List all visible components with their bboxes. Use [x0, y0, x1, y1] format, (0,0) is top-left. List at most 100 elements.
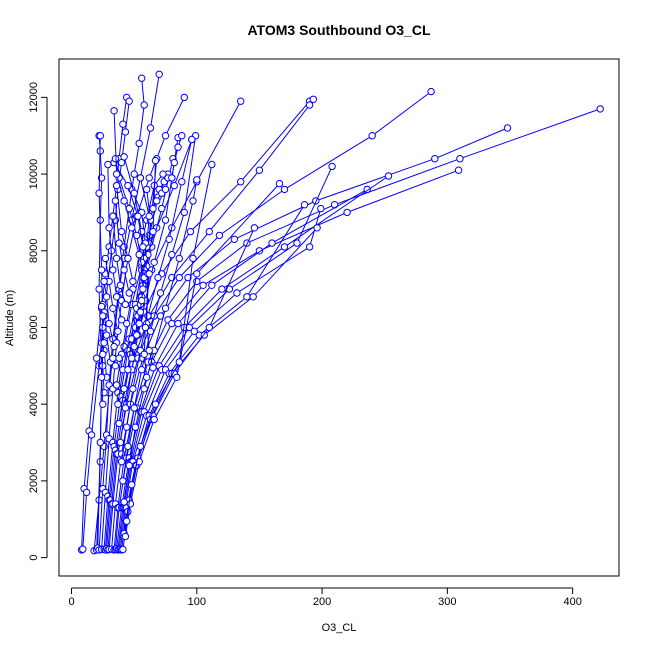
data-point — [109, 354, 117, 362]
data-point — [120, 153, 128, 161]
y-tick-label: 0 — [28, 555, 40, 561]
y-tick-label: 12000 — [28, 82, 40, 113]
data-point — [124, 254, 132, 263]
data-point — [141, 323, 150, 332]
data-point — [255, 166, 264, 174]
chart-title: ATOM3 Southbound O3_CL — [247, 22, 430, 38]
data-point — [159, 170, 167, 178]
data-point — [233, 289, 241, 297]
data-point — [237, 178, 245, 186]
data-point — [110, 107, 118, 115]
data-point — [96, 132, 105, 140]
data-point — [186, 227, 195, 236]
data-point — [237, 97, 245, 105]
data-point — [112, 381, 121, 389]
data-point — [139, 243, 147, 251]
data-point — [82, 488, 91, 497]
data-point — [161, 216, 170, 224]
series-50 — [97, 339, 108, 408]
data-point — [123, 423, 131, 431]
x-axis-label: O3_CL — [322, 622, 357, 634]
data-point — [309, 95, 317, 104]
data-point — [168, 174, 176, 182]
series-line — [104, 258, 119, 332]
data-point — [138, 296, 146, 305]
data-point — [188, 135, 196, 144]
data-point — [146, 124, 155, 132]
series-26 — [119, 132, 200, 485]
data-point — [96, 438, 105, 447]
data-point — [184, 273, 192, 282]
data-point — [189, 197, 197, 205]
x-tick-label: 300 — [438, 596, 456, 608]
data-point — [97, 266, 106, 274]
series-40 — [110, 107, 148, 282]
data-point — [116, 281, 125, 289]
series-53 — [140, 270, 153, 381]
data-point — [97, 373, 106, 381]
data-point — [161, 304, 170, 312]
data-point — [193, 270, 201, 278]
data-point — [343, 208, 351, 217]
data-point — [275, 179, 284, 188]
data-point — [165, 235, 173, 244]
data-point — [156, 289, 165, 297]
data-point — [431, 155, 439, 163]
data-point — [151, 156, 160, 165]
data-point — [126, 500, 135, 508]
data-point — [168, 319, 176, 328]
data-point — [230, 235, 239, 244]
series-55 — [155, 174, 176, 194]
data-point — [300, 201, 309, 209]
data-point — [136, 308, 145, 316]
data-point — [104, 160, 112, 169]
data-point — [120, 498, 128, 506]
series-56 — [149, 185, 170, 213]
data-point — [454, 166, 463, 174]
data-point — [158, 204, 166, 213]
x-axis: 0 100 200 300 400 — [68, 587, 582, 608]
data-point — [136, 442, 145, 451]
data-point — [178, 132, 186, 140]
data-point — [115, 354, 123, 362]
series-line — [116, 173, 164, 386]
data-point — [178, 178, 186, 186]
data-point — [111, 155, 120, 163]
data-point — [145, 212, 153, 220]
data-point — [180, 93, 189, 102]
data-point — [133, 331, 141, 339]
data-point — [150, 258, 158, 266]
y-tick-label: 6000 — [28, 315, 40, 339]
data-point — [218, 285, 226, 293]
data-point — [190, 327, 199, 335]
data-point — [109, 266, 117, 274]
series-42 — [111, 197, 133, 297]
data-point — [121, 404, 130, 412]
data-point — [135, 319, 143, 328]
data-point — [305, 243, 314, 251]
data-point — [173, 373, 181, 381]
data-point — [119, 545, 127, 554]
data-point — [149, 227, 157, 236]
data-point — [161, 132, 170, 140]
data-point — [174, 319, 182, 328]
data-point — [87, 431, 96, 439]
data-point — [208, 160, 216, 169]
data-point — [117, 316, 126, 324]
data-point — [168, 250, 176, 259]
data-point — [120, 385, 128, 393]
data-point — [111, 197, 120, 205]
data-point — [138, 74, 146, 82]
series-45 — [101, 254, 122, 335]
data-point — [305, 101, 314, 109]
data-point — [135, 139, 143, 148]
data-point — [250, 224, 259, 232]
data-point — [95, 285, 103, 293]
data-point — [128, 481, 136, 489]
data-point — [112, 293, 121, 301]
data-point — [143, 185, 151, 194]
series-line — [112, 216, 126, 305]
data-point — [268, 239, 276, 247]
data-point — [280, 185, 289, 194]
